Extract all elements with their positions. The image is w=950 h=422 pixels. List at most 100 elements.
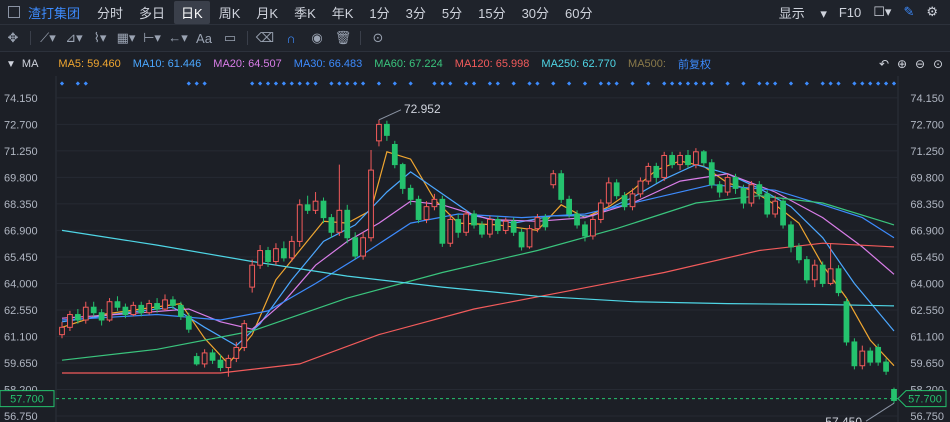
event-marker <box>448 81 453 86</box>
event-marker <box>337 81 342 86</box>
stock-name[interactable]: 渣打集团 <box>28 5 81 21</box>
tab-timeframe[interactable]: 15分 <box>478 5 506 21</box>
toggle-icon[interactable]: ⊙ <box>372 30 384 45</box>
collapse-icon[interactable]: ▼ <box>6 58 16 70</box>
candle <box>637 177 644 198</box>
ma-label[interactable]: MA <box>21 58 39 70</box>
tab-timeframe[interactable]: 年K <box>331 5 354 21</box>
candlestick-chart[interactable]: 74.150 74.150 72.700 72.700 71.250 71.250 69.8… <box>0 76 950 422</box>
candle-body <box>510 220 517 233</box>
candle-body <box>843 301 850 343</box>
candle-body <box>399 164 406 189</box>
candle-body <box>748 184 755 204</box>
candle <box>748 181 755 207</box>
magnet-icon[interactable]: ∩ <box>286 30 296 46</box>
eye-icon[interactable]: ◉ <box>311 30 323 45</box>
candle <box>296 199 303 247</box>
tab-timeframe[interactable]: 月K <box>256 5 279 21</box>
layout-icon[interactable]: ☐▾ <box>873 4 892 19</box>
candle <box>328 213 335 238</box>
tab-timeframe[interactable]: 分时 <box>97 5 124 21</box>
settings-icon[interactable]: ⚙ <box>926 4 938 19</box>
candle-body <box>796 246 802 261</box>
range-icon[interactable]: ⊢▾ <box>143 30 161 45</box>
high-leader-line <box>378 109 402 121</box>
more-icon[interactable]: ⊙ <box>932 57 944 71</box>
tab-timeframe[interactable]: 30分 <box>521 5 550 21</box>
candle-body <box>597 202 604 220</box>
candle <box>106 298 113 322</box>
candle <box>201 349 208 368</box>
comment-icon[interactable]: ▭ <box>223 30 237 45</box>
display-dropdown[interactable]: 显示 ▾ <box>778 5 827 21</box>
candle-body <box>724 176 731 193</box>
candle <box>217 354 224 372</box>
tab-timeframe[interactable]: 5分 <box>441 5 463 21</box>
candle-body <box>114 301 121 308</box>
tab-timeframe[interactable]: 季K <box>294 5 316 21</box>
candle <box>811 259 818 288</box>
eraser-icon[interactable]: ⌫ <box>255 30 275 45</box>
candle <box>439 195 446 247</box>
ma-values: MA5: 59.460 MA10: 61.446 MA20: 64.507 MA30:… <box>58 58 678 70</box>
tab-timeframe[interactable]: 周K <box>218 5 241 21</box>
candle-body <box>233 346 240 359</box>
trash-icon[interactable]: 🗑 <box>334 30 352 45</box>
event-marker <box>202 81 207 86</box>
add-icon[interactable]: ⊕ <box>896 57 908 71</box>
event-marker <box>860 81 865 86</box>
event-marker <box>630 81 635 86</box>
fibonacci-icon[interactable]: ⊿▾ <box>65 30 83 45</box>
trendline-icon[interactable]: ⟋▾ <box>40 30 56 45</box>
event-marker <box>891 81 897 86</box>
crosshair-icon[interactable]: ✥ <box>7 30 19 45</box>
candle-body <box>613 182 620 197</box>
measure-icon[interactable]: ▦▾ <box>116 30 136 45</box>
candle <box>645 162 652 185</box>
candle-body <box>780 200 786 226</box>
candle-body <box>677 154 683 166</box>
event-marker <box>329 81 334 86</box>
candle-body <box>875 346 882 363</box>
text-tool-icon[interactable]: Aa <box>196 30 212 46</box>
candle <box>835 265 842 297</box>
tab-timeframe[interactable]: 多日 <box>139 5 166 21</box>
adjustment-label[interactable]: 前复权 <box>677 59 711 71</box>
candle-body <box>471 213 477 226</box>
undo-icon[interactable]: ↶ <box>878 57 890 71</box>
candle-body <box>265 250 271 263</box>
candle <box>241 320 248 352</box>
tab-timeframe[interactable]: 1分 <box>369 5 390 21</box>
candle-body <box>669 154 676 166</box>
event-marker <box>432 81 437 86</box>
pencil-icon[interactable]: ✎ <box>903 4 915 19</box>
tab-timeframe[interactable]: 日K <box>174 0 210 24</box>
ma-line-ma250 <box>61 229 895 307</box>
event-marker <box>598 81 603 86</box>
candle-body <box>185 315 192 330</box>
candle-body <box>645 165 652 182</box>
tab-timeframe[interactable]: 60分 <box>565 5 593 21</box>
event-marker <box>511 81 516 86</box>
event-marker <box>701 81 706 86</box>
candle-body <box>209 352 216 361</box>
candle <box>376 119 382 147</box>
candle-body <box>550 173 557 186</box>
event-marker <box>685 81 691 86</box>
ma-line-ma60 <box>61 195 895 361</box>
candle-body <box>685 154 691 166</box>
candle <box>708 159 715 189</box>
candle-body <box>764 193 771 215</box>
f10-button[interactable]: F10 <box>838 4 862 20</box>
candle-body <box>106 301 113 321</box>
top-right-controls: 显示 ▾ F10 ☐▾ ✎ ⚙ <box>779 0 950 24</box>
event-marker <box>662 81 667 86</box>
wave-icon[interactable]: ⌇▾ <box>93 30 107 45</box>
candle <box>154 298 160 313</box>
remove-icon[interactable]: ⊖ <box>914 57 926 71</box>
candle <box>257 245 263 269</box>
candle <box>455 213 462 238</box>
tab-timeframe[interactable]: 3分 <box>405 5 426 21</box>
arrow-icon[interactable]: ←▾ <box>168 30 188 45</box>
sidebar-toggle-icon[interactable] <box>8 6 20 18</box>
